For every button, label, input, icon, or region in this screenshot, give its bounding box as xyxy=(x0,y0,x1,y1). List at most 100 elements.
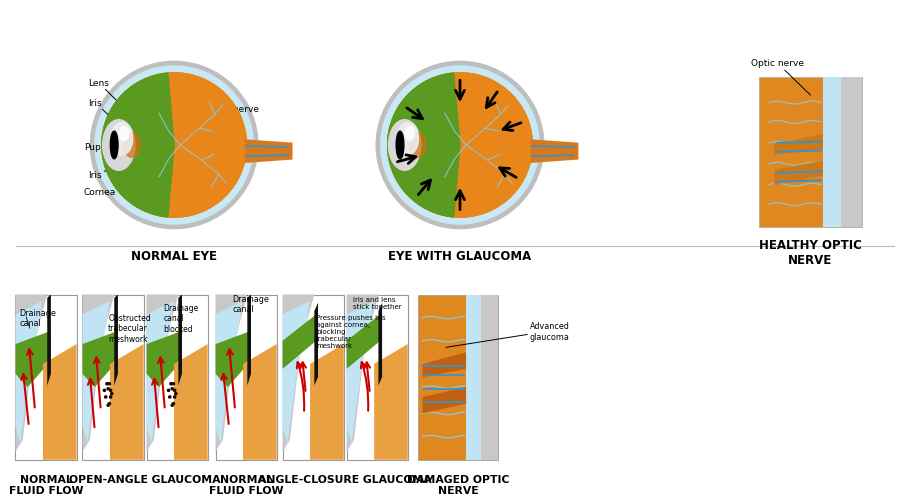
Ellipse shape xyxy=(132,107,201,176)
Polygon shape xyxy=(215,302,242,443)
FancyBboxPatch shape xyxy=(346,295,408,460)
Polygon shape xyxy=(283,302,310,443)
Ellipse shape xyxy=(95,67,253,224)
Text: Drainage
canal: Drainage canal xyxy=(20,308,57,328)
Ellipse shape xyxy=(111,132,118,159)
Text: Optic nerve: Optic nerve xyxy=(206,104,259,153)
FancyBboxPatch shape xyxy=(147,295,208,460)
Circle shape xyxy=(108,383,111,385)
Ellipse shape xyxy=(381,67,539,224)
Text: DAMAGED OPTIC
NERVE: DAMAGED OPTIC NERVE xyxy=(407,473,509,495)
Text: Pressure pushes iris
against cornea,
blocking
trabecular
meshwork: Pressure pushes iris against cornea, blo… xyxy=(316,315,386,349)
Circle shape xyxy=(175,393,177,395)
Text: Iris: Iris xyxy=(88,98,114,121)
FancyBboxPatch shape xyxy=(833,78,862,227)
Polygon shape xyxy=(314,303,318,386)
Text: NORMAL
FLUID FLOW: NORMAL FLUID FLOW xyxy=(209,473,284,495)
Circle shape xyxy=(107,404,109,406)
Text: Iris: Iris xyxy=(88,169,116,179)
Wedge shape xyxy=(447,74,532,217)
Polygon shape xyxy=(346,302,374,443)
Polygon shape xyxy=(43,344,76,460)
Circle shape xyxy=(107,388,109,390)
Circle shape xyxy=(167,389,169,392)
Circle shape xyxy=(174,396,176,398)
Text: ANGLE-CLOSURE GLAUCOMA: ANGLE-CLOSURE GLAUCOMA xyxy=(258,473,432,483)
Text: OPEN-ANGLE GLAUCOMA: OPEN-ANGLE GLAUCOMA xyxy=(69,473,220,483)
Ellipse shape xyxy=(102,74,247,217)
Polygon shape xyxy=(15,302,42,443)
Circle shape xyxy=(104,389,105,392)
Polygon shape xyxy=(245,140,292,164)
Polygon shape xyxy=(114,295,118,386)
Ellipse shape xyxy=(418,107,487,176)
Polygon shape xyxy=(215,331,251,387)
Polygon shape xyxy=(346,315,381,369)
Polygon shape xyxy=(531,140,579,164)
Polygon shape xyxy=(243,344,276,460)
FancyBboxPatch shape xyxy=(759,78,862,227)
Text: Advanced
glaucoma: Advanced glaucoma xyxy=(446,322,570,348)
Circle shape xyxy=(111,393,112,395)
Polygon shape xyxy=(83,331,118,387)
Polygon shape xyxy=(15,331,51,387)
FancyBboxPatch shape xyxy=(215,295,276,460)
Text: Obstructed
trabecular
meshwork: Obstructed trabecular meshwork xyxy=(108,313,151,343)
Circle shape xyxy=(174,389,176,392)
Text: Pupil: Pupil xyxy=(84,142,111,152)
Polygon shape xyxy=(83,302,110,443)
Ellipse shape xyxy=(410,133,427,158)
Polygon shape xyxy=(774,135,823,155)
Polygon shape xyxy=(110,344,144,460)
Ellipse shape xyxy=(103,120,135,171)
Ellipse shape xyxy=(397,123,418,156)
Ellipse shape xyxy=(389,120,421,171)
Text: Cornea: Cornea xyxy=(84,184,122,196)
Wedge shape xyxy=(388,74,460,217)
Ellipse shape xyxy=(102,74,247,217)
Ellipse shape xyxy=(388,74,532,217)
Circle shape xyxy=(110,396,112,398)
Polygon shape xyxy=(346,295,378,451)
Polygon shape xyxy=(147,302,174,443)
Circle shape xyxy=(104,396,107,398)
Ellipse shape xyxy=(123,133,140,158)
FancyBboxPatch shape xyxy=(823,78,842,227)
Text: Lens: Lens xyxy=(88,79,127,111)
Polygon shape xyxy=(422,353,466,377)
Circle shape xyxy=(172,403,175,405)
Polygon shape xyxy=(178,295,182,386)
Polygon shape xyxy=(388,75,453,216)
Text: Optic nerve: Optic nerve xyxy=(751,59,810,96)
Ellipse shape xyxy=(111,123,132,156)
FancyBboxPatch shape xyxy=(418,295,499,460)
Circle shape xyxy=(171,404,174,406)
FancyBboxPatch shape xyxy=(83,295,144,460)
Text: Drainage
canal
blocked: Drainage canal blocked xyxy=(164,304,199,333)
Polygon shape xyxy=(102,75,167,216)
Text: Drainage
canal: Drainage canal xyxy=(233,294,269,314)
Ellipse shape xyxy=(120,127,129,141)
Ellipse shape xyxy=(90,62,258,229)
Text: NORMAL
FLUID FLOW: NORMAL FLUID FLOW xyxy=(9,473,84,495)
Polygon shape xyxy=(15,295,47,451)
Text: Iris and lens
stick together: Iris and lens stick together xyxy=(353,296,401,309)
Polygon shape xyxy=(310,344,344,460)
FancyBboxPatch shape xyxy=(15,295,76,460)
Circle shape xyxy=(110,389,112,392)
Ellipse shape xyxy=(396,132,404,159)
FancyBboxPatch shape xyxy=(283,295,344,460)
Circle shape xyxy=(168,396,171,398)
Polygon shape xyxy=(83,295,114,451)
Wedge shape xyxy=(102,74,174,217)
Ellipse shape xyxy=(376,62,544,229)
Polygon shape xyxy=(147,295,178,451)
Polygon shape xyxy=(248,295,251,386)
Polygon shape xyxy=(774,161,823,185)
Polygon shape xyxy=(147,331,182,387)
Circle shape xyxy=(170,383,172,385)
Polygon shape xyxy=(422,387,466,414)
Wedge shape xyxy=(388,75,460,216)
Wedge shape xyxy=(162,74,247,217)
Polygon shape xyxy=(374,344,408,460)
